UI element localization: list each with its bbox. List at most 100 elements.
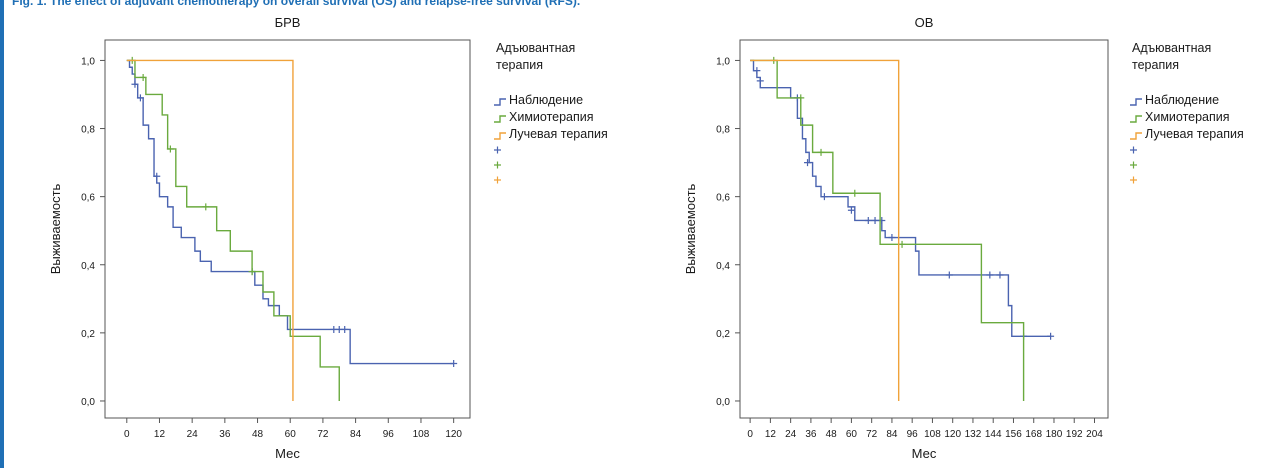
rfs-x-tick-label: 72 xyxy=(317,429,329,440)
os-x-tick-label: 96 xyxy=(907,429,919,440)
os-x-tick-label: 120 xyxy=(944,429,961,440)
os-censor-mark xyxy=(804,159,812,167)
figure-caption: Fig. 1. The effect of adjuvant chemother… xyxy=(12,0,581,8)
os-censor-mark xyxy=(996,271,1004,279)
rfs-series-line-1 xyxy=(126,59,454,365)
os-censor-mark xyxy=(753,67,761,75)
os-x-tick-label: 192 xyxy=(1066,429,1083,440)
caption-accent-bar xyxy=(0,0,4,468)
rfs-y-tick-label: 0,8 xyxy=(81,125,95,136)
os-series-line-2 xyxy=(750,59,1025,401)
os-x-tick-label: 24 xyxy=(785,429,797,440)
rfs-legend-swatch-2 xyxy=(494,115,506,123)
rfs-censor-mark xyxy=(202,203,210,211)
os-legend-swatch-2 xyxy=(1130,115,1142,123)
os-censor-mark xyxy=(847,206,855,214)
os-censor-mark xyxy=(820,193,828,201)
os-legend-swatch-3 xyxy=(1130,132,1142,140)
rfs-legend-entry: Наблюдение xyxy=(509,93,583,107)
rfs-x-tick-label: 12 xyxy=(154,429,166,440)
os-y-tick-label: 0,4 xyxy=(716,261,730,272)
os-censor-mark xyxy=(756,77,764,85)
os-y-tick-label: 0,0 xyxy=(716,397,730,408)
rfs-censor-mark xyxy=(131,80,139,88)
rfs-y-tick-label: 1,0 xyxy=(81,56,95,67)
os-legend-entry: Химиотерапия xyxy=(1145,110,1230,124)
os-legend-entry: Лучевая терапия xyxy=(1145,127,1244,141)
os-censor-mark xyxy=(1047,332,1055,340)
os-y-tick-label: 0,8 xyxy=(716,125,730,136)
rfs-censor-mark xyxy=(248,268,256,276)
rfs-series-line-3 xyxy=(126,59,294,401)
os-plot-frame xyxy=(739,39,1109,419)
os-y-tick-label: 0,6 xyxy=(716,193,730,204)
os-series-line-1 xyxy=(750,59,1051,337)
os-x-tick-label: 84 xyxy=(886,429,898,440)
os-x-tick-label: 144 xyxy=(985,429,1002,440)
os-censor-mark xyxy=(888,234,896,242)
os-legend-entry: Наблюдение xyxy=(1145,93,1219,107)
os-censor-mark xyxy=(864,216,872,224)
os-legend-title: Адъювантная xyxy=(1132,41,1211,55)
rfs-x-tick-label: 60 xyxy=(285,429,297,440)
rfs-y-tick-label: 0,6 xyxy=(81,193,95,204)
rfs-plot-frame xyxy=(104,39,471,419)
rfs-x-tick-label: 0 xyxy=(124,429,130,440)
rfs-x-axis-label: Мес xyxy=(275,446,300,461)
rfs-legend-entry: Лучевая терапия xyxy=(509,127,608,141)
rfs-chart-title: БРВ xyxy=(275,15,301,30)
os-x-axis-label: Мес xyxy=(912,446,937,461)
os-y-tick-label: 0,2 xyxy=(716,329,730,340)
rfs-x-tick-label: 96 xyxy=(383,429,395,440)
rfs-x-tick-label: 108 xyxy=(413,429,430,440)
os-x-tick-label: 36 xyxy=(805,429,817,440)
rfs-y-tick-label: 0,4 xyxy=(81,261,95,272)
os-x-tick-label: 108 xyxy=(924,429,941,440)
os-legend-title: терапия xyxy=(1132,58,1179,72)
rfs-censor-mark xyxy=(153,172,161,180)
rfs-legend-title: терапия xyxy=(496,58,543,72)
rfs-y-axis-label: Выживаемость xyxy=(48,183,63,274)
rfs-censor-mark xyxy=(341,325,349,333)
rfs-x-tick-label: 36 xyxy=(219,429,231,440)
os-x-tick-label: 60 xyxy=(846,429,858,440)
os-censor-mark xyxy=(871,216,879,224)
os-legend-swatch-1 xyxy=(1130,98,1142,106)
rfs-legend-title: Адъювантная xyxy=(496,41,575,55)
rfs-censor-mark xyxy=(136,94,144,102)
os-censor-mark xyxy=(817,148,825,156)
rfs-x-tick-label: 24 xyxy=(187,429,199,440)
os-chart-title: ОВ xyxy=(915,15,934,30)
rfs-censor-mark xyxy=(450,360,458,368)
rfs-x-tick-label: 48 xyxy=(252,429,264,440)
os-legend-censor-marker xyxy=(1130,176,1137,184)
rfs-censor-mark xyxy=(139,73,147,81)
os-legend-censor-marker xyxy=(1130,146,1137,154)
rfs-legend-swatch-1 xyxy=(494,98,506,106)
os-y-tick-label: 1,0 xyxy=(716,56,730,67)
os-censor-mark xyxy=(986,271,994,279)
rfs-y-tick-label: 0,0 xyxy=(81,397,95,408)
os-x-tick-label: 156 xyxy=(1005,429,1022,440)
rfs-series-line-2 xyxy=(126,59,340,401)
os-x-tick-label: 132 xyxy=(965,429,982,440)
rfs-legend-censor-marker xyxy=(494,161,501,169)
os-x-tick-label: 72 xyxy=(866,429,878,440)
os-x-tick-label: 180 xyxy=(1046,429,1063,440)
rfs-y-tick-label: 0,2 xyxy=(81,329,95,340)
os-x-tick-label: 0 xyxy=(747,429,753,440)
rfs-legend-swatch-3 xyxy=(494,132,506,140)
rfs-legend-censor-marker xyxy=(494,146,501,154)
os-x-tick-label: 48 xyxy=(826,429,838,440)
rfs-x-tick-label: 84 xyxy=(350,429,362,440)
os-censor-mark xyxy=(878,216,886,224)
os-series-line-3 xyxy=(750,59,900,401)
os-legend-censor-marker xyxy=(1130,161,1137,169)
rfs-x-tick-label: 120 xyxy=(445,429,462,440)
os-censor-mark xyxy=(945,271,953,279)
os-x-tick-label: 204 xyxy=(1086,429,1103,440)
os-x-tick-label: 168 xyxy=(1025,429,1042,440)
os-censor-mark xyxy=(851,189,859,197)
rfs-legend-entry: Химиотерапия xyxy=(509,110,594,124)
